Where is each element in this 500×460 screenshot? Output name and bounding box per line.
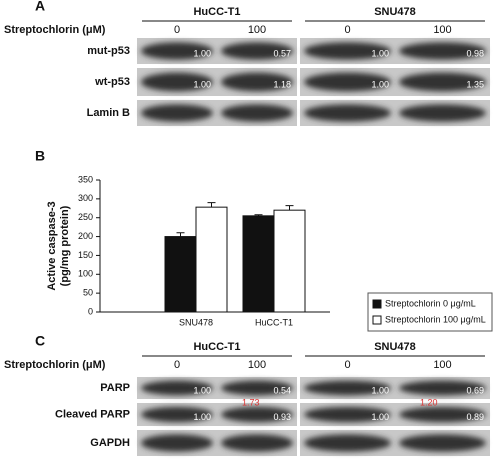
bar <box>242 215 275 313</box>
error-bar <box>285 205 294 211</box>
cleaved-fold: 1.73 <box>242 397 260 407</box>
band <box>141 434 213 452</box>
band <box>141 72 213 92</box>
band <box>304 104 391 122</box>
treatment-label: Streptochlorin (μM) <box>4 359 106 371</box>
band <box>399 42 486 60</box>
error-bar <box>176 232 185 237</box>
cleaved-fold: 1.20 <box>420 397 438 407</box>
y-tick-label: 50 <box>83 288 93 298</box>
cell-line: SNU478 <box>374 341 416 353</box>
band <box>304 42 391 60</box>
legend-label: Streptochlorin 100 μg/mL <box>385 314 486 324</box>
fold-value: 0.69 <box>466 385 484 395</box>
y-tick-label: 250 <box>78 212 93 222</box>
fold-value: 1.18 <box>273 79 291 89</box>
row-label: mut-p53 <box>87 45 130 57</box>
row-label: GAPDH <box>90 437 130 449</box>
row-label: wt-p53 <box>94 76 130 88</box>
y-tick-label: 200 <box>78 231 93 241</box>
panel-label: B <box>35 148 45 164</box>
error-bar <box>207 202 216 208</box>
y-axis-label: (pg/mg protein) <box>59 205 71 286</box>
band <box>221 72 293 92</box>
row-label: Lamin B <box>87 107 130 119</box>
dose: 100 <box>248 359 266 371</box>
dose: 0 <box>344 24 350 36</box>
dose: 100 <box>433 24 451 36</box>
panel-label: C <box>35 333 45 349</box>
band <box>304 72 391 92</box>
fold-value: 0.54 <box>273 385 291 395</box>
fold-value: 1.35 <box>466 79 484 89</box>
y-tick-label: 300 <box>78 193 93 203</box>
fold-value: 0.57 <box>273 48 291 58</box>
fold-value: 1.00 <box>371 412 389 422</box>
panel-label: A <box>35 0 45 14</box>
y-tick-label: 100 <box>78 269 93 279</box>
bar <box>195 206 228 313</box>
x-tick-label: HuCC-T1 <box>255 317 293 327</box>
band <box>304 380 391 396</box>
row-label: Cleaved PARP <box>55 408 130 420</box>
band <box>221 42 293 60</box>
fold-value: 0.93 <box>273 412 291 422</box>
cell-line: HuCC-T1 <box>193 341 240 353</box>
legend-box <box>367 292 493 332</box>
treatment-label: Streptochlorin (μM) <box>4 24 106 36</box>
dose: 0 <box>174 359 180 371</box>
fold-value: 1.00 <box>193 79 211 89</box>
row-label: PARP <box>100 382 130 394</box>
band <box>221 406 293 423</box>
band <box>141 104 213 122</box>
band <box>304 406 391 423</box>
dose: 100 <box>248 24 266 36</box>
y-tick-label: 150 <box>78 250 93 260</box>
fold-value: 1.00 <box>371 385 389 395</box>
fold-value: 0.89 <box>466 412 484 422</box>
bar <box>164 236 197 313</box>
y-tick-label: 350 <box>78 174 93 184</box>
fold-value: 0.98 <box>466 48 484 58</box>
band <box>141 42 213 60</box>
legend-swatch <box>372 315 382 325</box>
cell-line: HuCC-T1 <box>193 6 240 18</box>
band <box>141 406 213 423</box>
x-tick-label: SNU478 <box>179 317 213 327</box>
band <box>141 380 213 396</box>
band <box>399 380 486 396</box>
band <box>304 434 391 452</box>
fold-value: 1.00 <box>193 48 211 58</box>
band <box>221 380 293 396</box>
dose: 0 <box>174 24 180 36</box>
dose: 0 <box>344 359 350 371</box>
dose: 100 <box>433 359 451 371</box>
y-axis-label: Active caspase-3 <box>46 201 58 290</box>
band <box>399 104 486 122</box>
y-tick-label: 0 <box>88 306 93 316</box>
bar <box>273 209 306 313</box>
error-bar <box>254 214 263 216</box>
fold-value: 1.00 <box>371 79 389 89</box>
band <box>399 406 486 423</box>
legend-label: Streptochlorin 0 μg/mL <box>385 298 476 308</box>
legend-swatch <box>372 299 382 309</box>
band <box>399 72 486 92</box>
band <box>221 434 293 452</box>
band <box>221 104 293 122</box>
fold-value: 1.00 <box>193 412 211 422</box>
cell-line: SNU478 <box>374 6 416 18</box>
fold-value: 1.00 <box>193 385 211 395</box>
band <box>399 434 486 452</box>
fold-value: 1.00 <box>371 48 389 58</box>
